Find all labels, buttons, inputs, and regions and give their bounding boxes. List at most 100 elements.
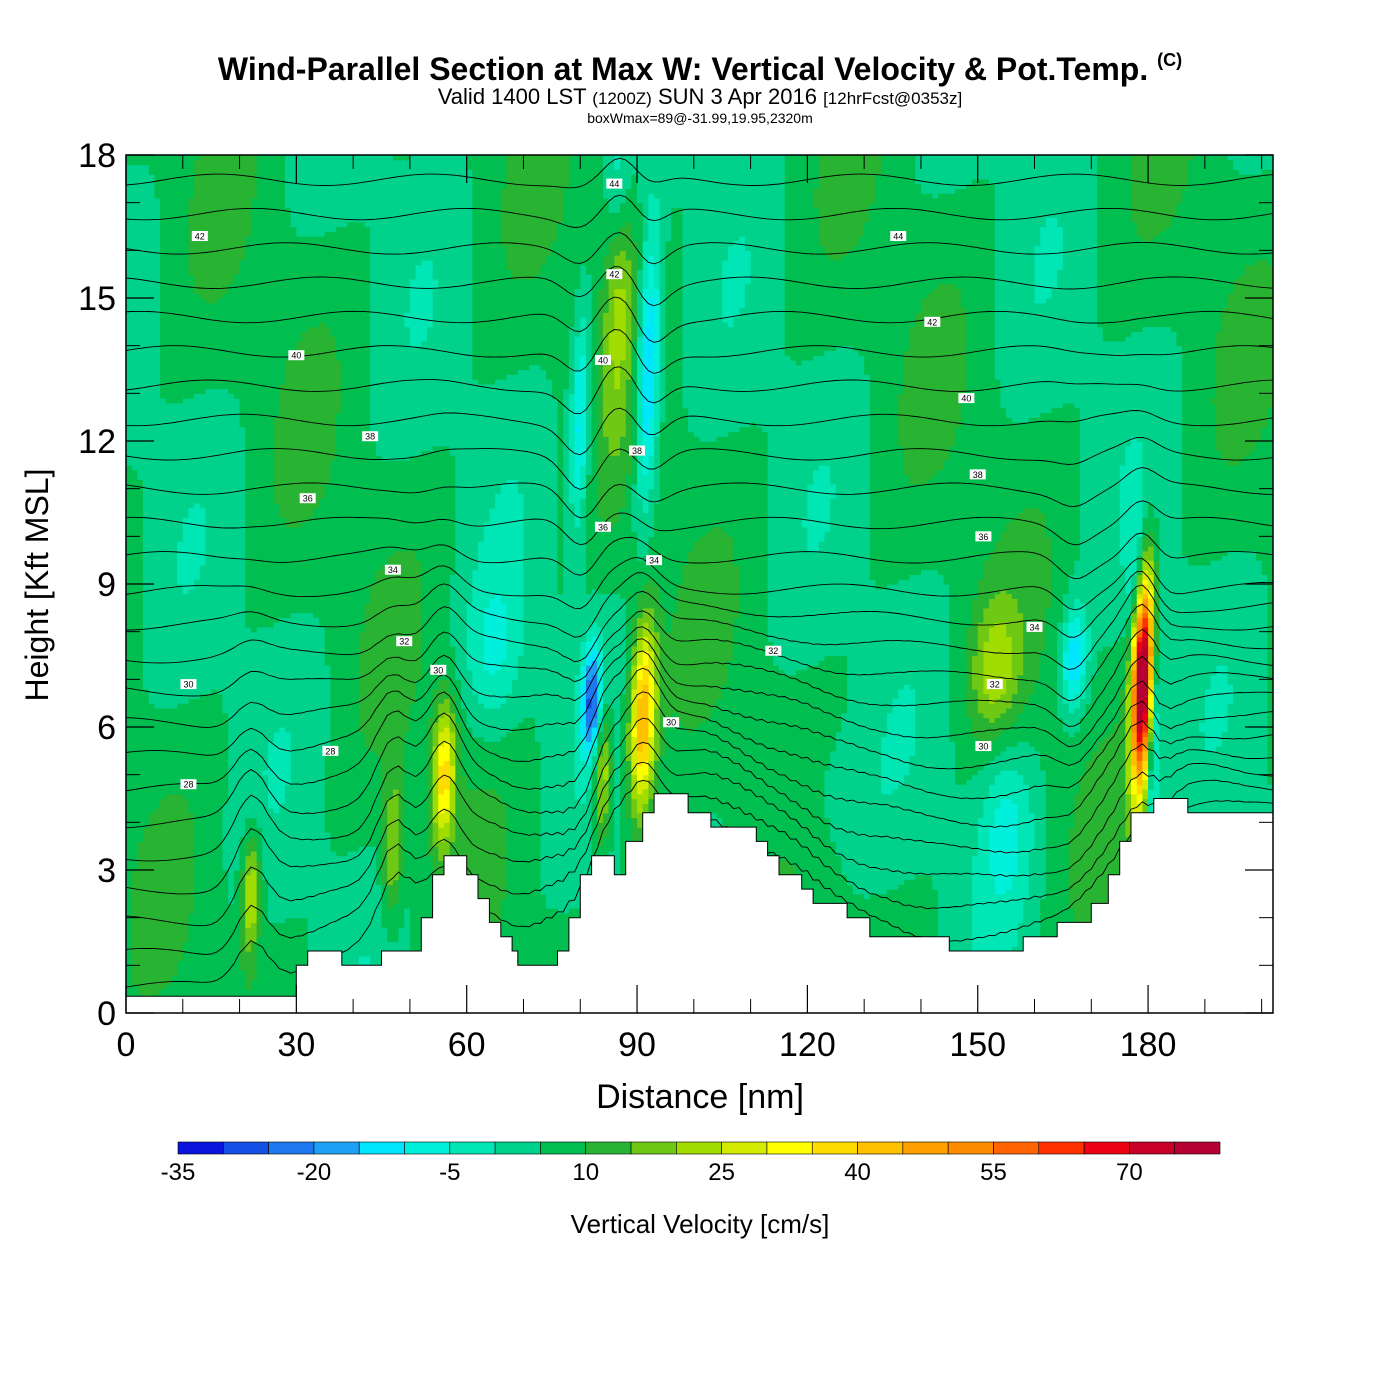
w-cell	[290, 779, 326, 785]
w-cell	[1125, 774, 1132, 781]
w-cell	[580, 321, 587, 328]
w-cell	[517, 669, 581, 676]
w-cell	[1057, 669, 1064, 676]
w-cell	[1079, 455, 1126, 461]
w-cell	[1079, 436, 1132, 442]
w-cell	[1267, 717, 1273, 723]
w-cell	[404, 922, 411, 928]
w-cell	[727, 679, 848, 685]
w-cell	[126, 517, 144, 523]
w-cell	[642, 612, 655, 618]
w-cell	[381, 831, 388, 838]
w-cell	[642, 436, 655, 442]
w-cell	[642, 674, 649, 680]
w-cell	[370, 364, 473, 371]
w-cell	[898, 431, 956, 437]
w-cell	[602, 350, 610, 356]
w-cell	[1182, 526, 1273, 533]
w-cell	[455, 812, 508, 819]
w-cell	[625, 798, 632, 804]
w-cell	[126, 774, 229, 781]
w-cell	[1079, 679, 1087, 685]
w-cell	[483, 650, 508, 657]
w-cell	[977, 817, 996, 823]
w-cell	[637, 317, 644, 323]
w-cell	[324, 817, 383, 823]
w-cell	[143, 526, 184, 533]
w-cell	[1136, 741, 1143, 747]
w-cell	[1153, 636, 1161, 642]
w-cell	[1079, 464, 1121, 471]
w-cell	[637, 369, 644, 375]
w-cell	[250, 836, 258, 842]
w-cell	[432, 750, 439, 757]
w-cell	[1085, 703, 1121, 709]
w-cell	[591, 398, 598, 404]
w-cell	[455, 707, 468, 714]
w-cell	[654, 741, 661, 747]
w-cell	[699, 436, 718, 442]
w-cell	[1068, 650, 1081, 657]
w-cell	[869, 431, 899, 437]
w-cell	[307, 941, 411, 947]
w-cell	[245, 483, 275, 490]
w-cell	[1159, 631, 1268, 638]
w-cell	[279, 803, 326, 809]
w-cell	[1244, 455, 1273, 461]
w-cell	[1142, 746, 1149, 752]
w-cell	[432, 827, 439, 833]
w-cell	[620, 808, 627, 814]
w-cell	[404, 808, 428, 814]
w-cell	[557, 450, 564, 456]
w-cell	[426, 779, 434, 785]
w-cell	[432, 712, 439, 719]
w-cell	[625, 412, 632, 418]
w-cell	[915, 703, 950, 709]
w-cell	[126, 488, 144, 495]
w-cell	[1142, 698, 1149, 704]
w-cell	[126, 669, 144, 676]
w-cell	[955, 774, 973, 781]
w-cell	[602, 769, 610, 776]
w-cell	[869, 502, 1081, 509]
w-cell	[625, 650, 632, 657]
w-cell	[1267, 774, 1273, 781]
w-cell	[267, 750, 292, 757]
w-cell	[421, 593, 451, 599]
w-cell	[727, 831, 831, 838]
w-cell	[591, 364, 598, 371]
w-cell	[1187, 560, 1212, 566]
w-cell	[937, 917, 973, 924]
w-cell	[625, 383, 632, 390]
w-cell	[625, 722, 632, 728]
w-cell	[659, 340, 667, 347]
w-cell	[568, 402, 576, 409]
w-cell	[1074, 560, 1121, 566]
w-cell	[648, 493, 661, 499]
w-cell	[1148, 679, 1155, 685]
w-cell	[546, 893, 593, 900]
w-cell	[943, 579, 979, 585]
w-cell	[438, 684, 451, 690]
w-cell	[381, 893, 388, 900]
w-cell	[1017, 741, 1030, 747]
w-cell	[358, 846, 377, 852]
w-cell	[455, 746, 462, 752]
w-cell	[602, 426, 627, 433]
w-cell	[126, 598, 144, 604]
w-cell	[398, 822, 405, 828]
w-cell	[1153, 688, 1206, 695]
w-cell	[659, 479, 769, 485]
w-cell	[455, 455, 559, 461]
w-cell	[455, 793, 502, 800]
w-cell	[182, 584, 195, 590]
w-cell	[597, 374, 604, 380]
w-cell	[1011, 645, 1024, 652]
w-cell	[563, 474, 570, 480]
w-cell	[585, 645, 598, 652]
w-cell	[631, 369, 638, 375]
w-cell	[455, 693, 462, 699]
w-cell	[557, 498, 564, 504]
w-cell	[131, 903, 195, 909]
w-cell	[977, 836, 990, 842]
